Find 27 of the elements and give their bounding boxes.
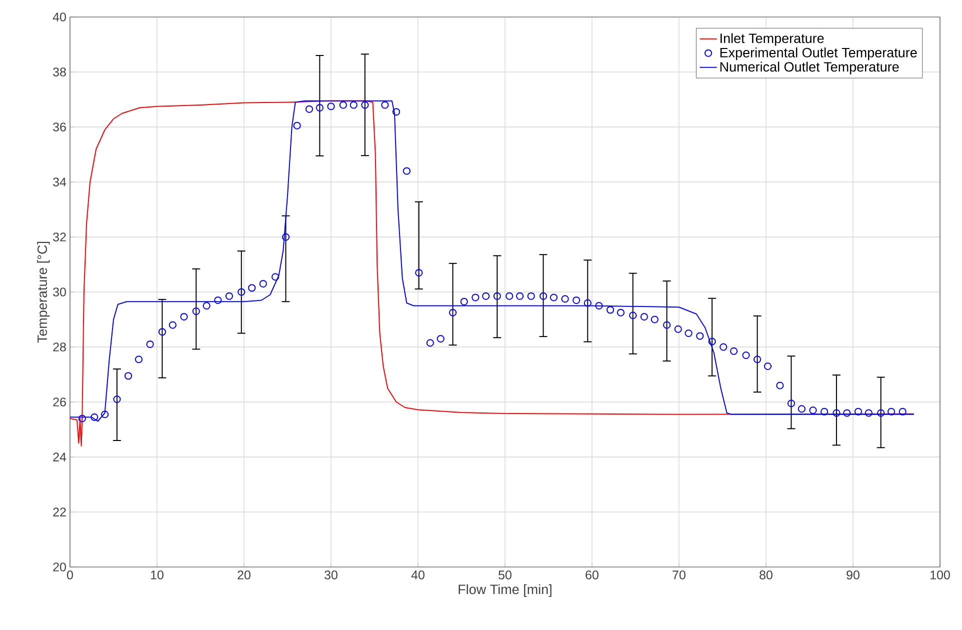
legend-label: Experimental Outlet Temperature: [720, 47, 917, 60]
x-tick-label: 70: [672, 570, 686, 580]
x-axis-title: Flow Time [min]: [458, 584, 552, 597]
x-tick-label: 30: [324, 570, 338, 580]
y-tick-label: 32: [53, 232, 66, 242]
x-tick-label: 40: [411, 570, 424, 580]
y-tick-label: 40: [52, 12, 66, 22]
x-tick-label: 80: [760, 570, 772, 580]
x-tick-label: 10: [151, 570, 164, 580]
y-tick-label: 38: [53, 68, 66, 76]
y-tick-label: 34: [53, 178, 66, 186]
x-tick-label: 90: [846, 570, 860, 580]
x-tick-label: 50: [498, 570, 512, 580]
y-axis-title: Temperature [°C]: [37, 242, 50, 343]
y-tick-label: 36: [53, 122, 66, 132]
x-tick-label: 0: [67, 570, 73, 580]
y-tick-label: 28: [53, 342, 66, 352]
y-tick-label: 30: [53, 288, 66, 296]
x-tick-label: 60: [586, 570, 598, 580]
y-tick-label: 26: [53, 398, 66, 406]
y-tick-label: 24: [53, 452, 66, 462]
legend-label: Numerical Outlet Temperature: [720, 62, 899, 74]
legend-label: Inlet Temperature: [720, 33, 824, 46]
y-tick-label: 20: [53, 562, 66, 572]
x-tick-label: 20: [238, 570, 250, 580]
x-tick-label: 100: [930, 570, 950, 580]
y-tick-label: 22: [53, 508, 66, 516]
